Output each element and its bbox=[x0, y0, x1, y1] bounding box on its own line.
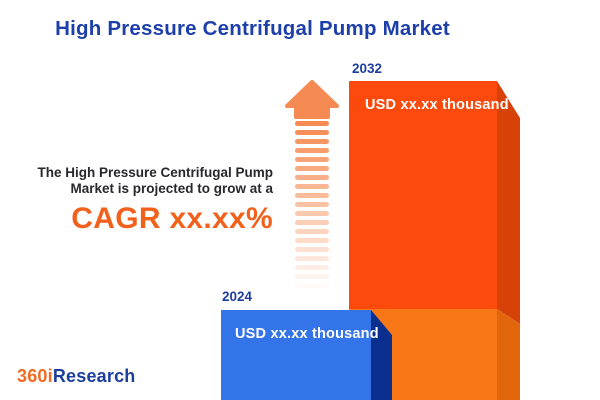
arrow-dash bbox=[295, 229, 329, 234]
year-label-2024: 2024 bbox=[222, 289, 253, 304]
logo-part-orange: 360i bbox=[17, 366, 53, 386]
arrow-dash bbox=[295, 256, 329, 261]
logo-part-blue: Research bbox=[52, 366, 136, 386]
bar-2032-front-upper bbox=[349, 81, 497, 309]
arrow-head-shape bbox=[285, 80, 339, 119]
arrow-dash bbox=[295, 265, 329, 270]
arrow-dash bbox=[295, 184, 329, 189]
bar-2032-side-upper bbox=[497, 81, 520, 324]
brand-logo: 360iResearch bbox=[17, 366, 136, 387]
bar-2032-side-lower bbox=[497, 309, 520, 400]
arrow-dash bbox=[295, 139, 329, 144]
arrow-dash bbox=[295, 193, 329, 198]
arrow-dash bbox=[295, 220, 329, 225]
growth-arrow-head-icon bbox=[285, 80, 339, 119]
bar-2024-side bbox=[371, 310, 392, 400]
arrow-dash bbox=[295, 247, 329, 252]
intro-line-2: Market is projected to grow at a bbox=[70, 180, 273, 196]
arrow-stem bbox=[295, 121, 329, 292]
arrow-dash bbox=[295, 211, 329, 216]
bar-2024-front bbox=[221, 310, 371, 400]
arrow-dash bbox=[295, 130, 329, 135]
arrow-dash bbox=[295, 202, 329, 207]
arrow-dash bbox=[295, 175, 329, 180]
arrow-dash bbox=[295, 238, 329, 243]
arrow-dash bbox=[295, 166, 329, 171]
arrow-dash bbox=[295, 274, 329, 279]
bar-value-2032: USD xx.xx thousand bbox=[365, 97, 509, 113]
intro-line-1: The High Pressure Centrifugal Pump bbox=[37, 165, 273, 180]
arrow-dash bbox=[295, 157, 329, 162]
arrow-dash bbox=[295, 148, 329, 153]
arrow-dash bbox=[295, 283, 329, 288]
cagr-annotation: CAGR xx.xx% bbox=[71, 202, 273, 235]
page-title: High Pressure Centrifugal Pump Market bbox=[55, 17, 450, 40]
year-label-2032: 2032 bbox=[352, 61, 383, 76]
bar-value-2024: USD xx.xx thousand bbox=[235, 326, 379, 342]
arrow-dash bbox=[295, 121, 329, 126]
intro-block: The High Pressure Centrifugal Pump Marke… bbox=[0, 165, 273, 236]
